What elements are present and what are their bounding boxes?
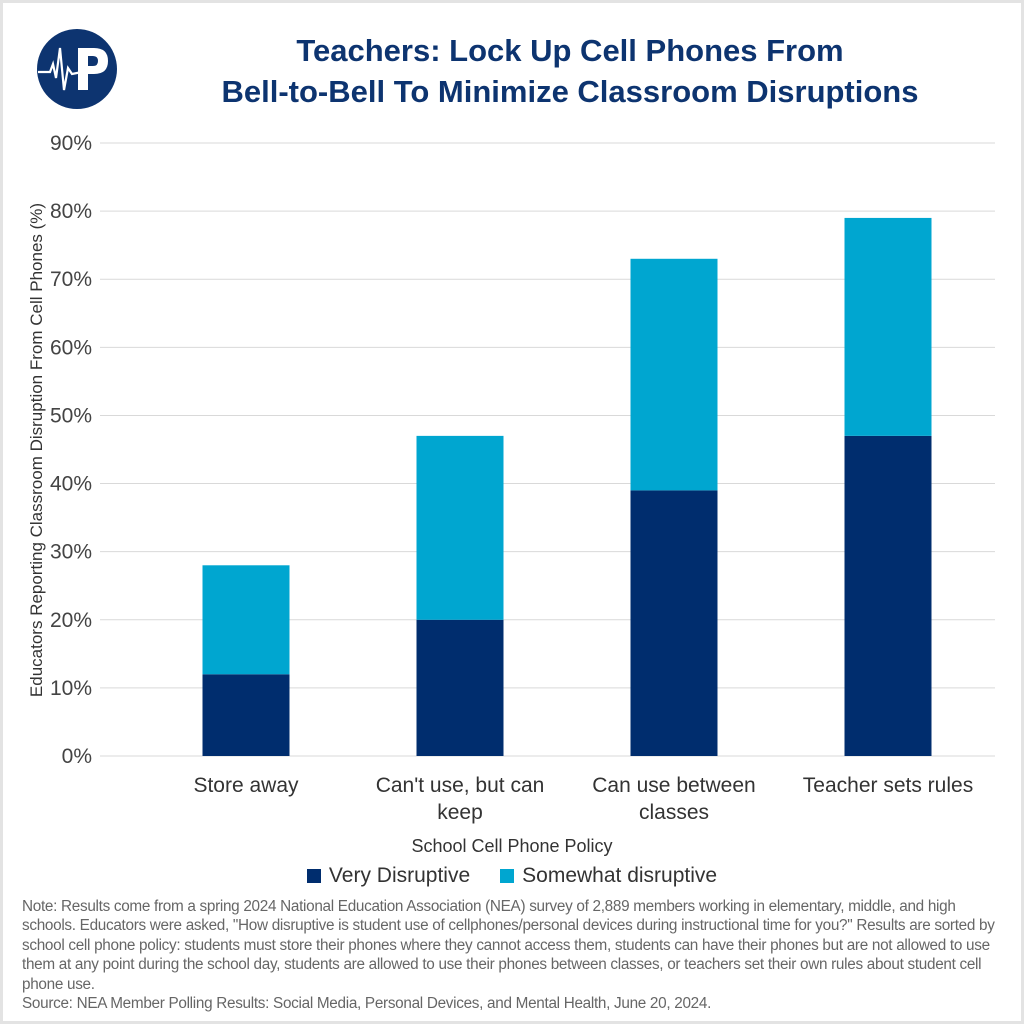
- note-text: Note: Results come from a spring 2024 Na…: [22, 898, 995, 993]
- logo-icon: [37, 29, 117, 109]
- y-tick-label: 70%: [50, 268, 92, 291]
- x-axis-title: School Cell Phone Policy: [411, 836, 613, 856]
- x-tick-label: keep: [437, 801, 483, 824]
- title-line-2: Bell-to-Bell To Minimize Classroom Disru…: [221, 74, 919, 109]
- bar-very: [416, 619, 504, 756]
- chart-title: Teachers: Lock Up Cell Phones From Bell-…: [130, 30, 1010, 112]
- y-tick-label: 0%: [62, 745, 92, 768]
- x-tick-label: Teacher sets rules: [803, 774, 973, 797]
- legend-item-very: Very Disruptive: [306, 864, 471, 888]
- bar-very: [630, 490, 718, 756]
- x-tick-label: classes: [639, 801, 709, 824]
- y-tick-label: 60%: [50, 336, 92, 359]
- title-line-1: Teachers: Lock Up Cell Phones From: [296, 33, 844, 68]
- y-tick-label: 30%: [50, 541, 92, 564]
- legend: Very Disruptive Somewhat disruptive: [0, 864, 1024, 888]
- x-tick-label: Store away: [193, 774, 299, 797]
- bar-somewhat: [844, 217, 932, 436]
- footnote: Note: Results come from a spring 2024 Na…: [22, 897, 1012, 1013]
- legend-label-very: Very Disruptive: [328, 864, 471, 887]
- legend-item-somewhat: Somewhat disruptive: [500, 864, 717, 888]
- y-tick-label: 50%: [50, 404, 92, 427]
- x-tick-label: Can't use, but can: [376, 774, 545, 797]
- bar-somewhat: [416, 435, 504, 620]
- legend-swatch-somewhat: [500, 869, 515, 883]
- legend-swatch-very: [306, 869, 321, 883]
- source-text: Source: NEA Member Polling Results: Soci…: [22, 995, 712, 1013]
- y-tick-label: 40%: [50, 473, 92, 496]
- bar-chart: 0% 10% 20% 30% 40% 50% 60% 70% 80% 90% Store away C…: [50, 132, 995, 824]
- legend-label-somewhat: Somewhat disruptive: [522, 864, 718, 887]
- bar-somewhat: [202, 565, 290, 675]
- y-tick-label: 20%: [50, 609, 92, 632]
- bar-very: [202, 674, 290, 756]
- y-tick-label: 90%: [50, 132, 92, 155]
- y-tick-label: 10%: [50, 677, 92, 700]
- x-tick-label: Can use between: [592, 774, 755, 797]
- y-tick-label: 80%: [50, 200, 92, 223]
- bar-somewhat: [630, 258, 718, 491]
- bar-very: [844, 435, 932, 756]
